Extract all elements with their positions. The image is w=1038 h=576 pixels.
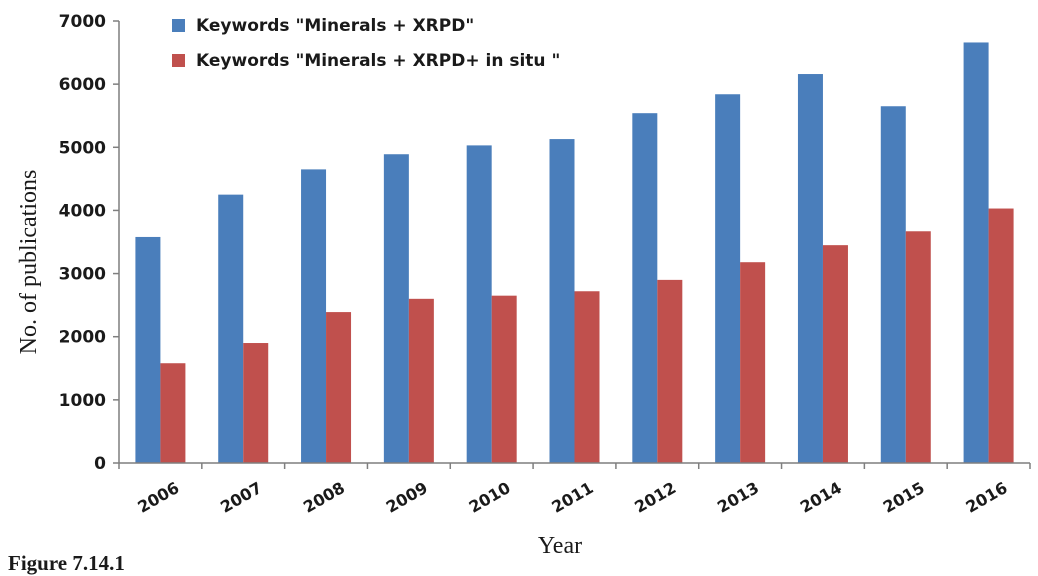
bar-series-2-2008 <box>326 312 352 463</box>
bar-series-1-2006 <box>135 236 161 463</box>
y-axis-label: No. of publications <box>16 170 42 355</box>
bar-series-1-2010 <box>466 145 492 464</box>
bar-series-1-2012 <box>632 113 658 463</box>
bar-series-2-2010 <box>491 295 517 463</box>
bar-series-1-2014 <box>797 74 823 463</box>
x-axis-label: Year <box>538 533 582 559</box>
bar-series-1-2007 <box>218 194 244 463</box>
bar-series-2-2013 <box>740 262 766 463</box>
bar-series-1-2016 <box>963 42 989 464</box>
y-tick-label: 5000 <box>59 138 106 158</box>
figure-caption: Figure 7.14.1 <box>8 551 125 575</box>
y-tick-label: 2000 <box>59 328 106 348</box>
bar-series-1-2008 <box>301 169 327 463</box>
bars-group <box>135 42 1014 464</box>
y-tick-label: 1000 <box>59 391 106 411</box>
bar-series-2-2006 <box>160 363 186 463</box>
y-tick-label: 0 <box>94 454 106 474</box>
bar-series-2-2015 <box>905 231 931 463</box>
x-tick-label: 2008 <box>300 478 348 517</box>
bar-series-2-2011 <box>574 291 600 463</box>
legend: Keywords "Minerals + XRPD" Keywords "Mine… <box>172 16 560 71</box>
bar-series-2-2014 <box>822 245 848 463</box>
x-tick-label: 2016 <box>963 478 1011 517</box>
y-tick-label: 6000 <box>59 75 106 95</box>
y-tick-label: 4000 <box>59 201 106 221</box>
y-tick-label: 3000 <box>59 265 106 285</box>
x-tick-label: 2014 <box>797 478 845 517</box>
bar-series-1-2015 <box>880 106 906 463</box>
x-tick-label: 2006 <box>134 478 182 517</box>
x-tick-label: 2007 <box>217 478 265 517</box>
legend-label-2: Keywords "Minerals + XRPD+ in situ " <box>196 51 560 71</box>
x-tick-label: 2012 <box>631 478 679 517</box>
x-tick-label: 2013 <box>714 478 762 517</box>
x-tick-label: 2009 <box>383 478 431 517</box>
x-tick-label: 2015 <box>880 478 928 517</box>
bar-series-2-2016 <box>988 208 1014 463</box>
x-tick-label: 2010 <box>466 478 514 517</box>
y-tick-label: 7000 <box>59 12 106 32</box>
bar-series-2-2012 <box>657 279 683 463</box>
y-axis-ticks: 0 1000 2000 3000 4000 5000 6000 7000 <box>59 12 119 474</box>
bar-series-2-2007 <box>243 343 269 463</box>
legend-swatch-2 <box>172 54 185 67</box>
x-axis-ticks: 2006 2007 2008 2009 2010 2011 2012 2013 2014 2015… <box>118 463 1031 517</box>
bar-series-2-2009 <box>408 298 434 463</box>
bar-series-1-2013 <box>715 94 741 463</box>
bar-series-1-2009 <box>383 154 409 463</box>
legend-label-1: Keywords "Minerals + XRPD" <box>196 16 474 36</box>
x-tick-label: 2011 <box>548 478 596 517</box>
bar-series-1-2011 <box>549 139 575 463</box>
legend-swatch-1 <box>172 19 185 32</box>
